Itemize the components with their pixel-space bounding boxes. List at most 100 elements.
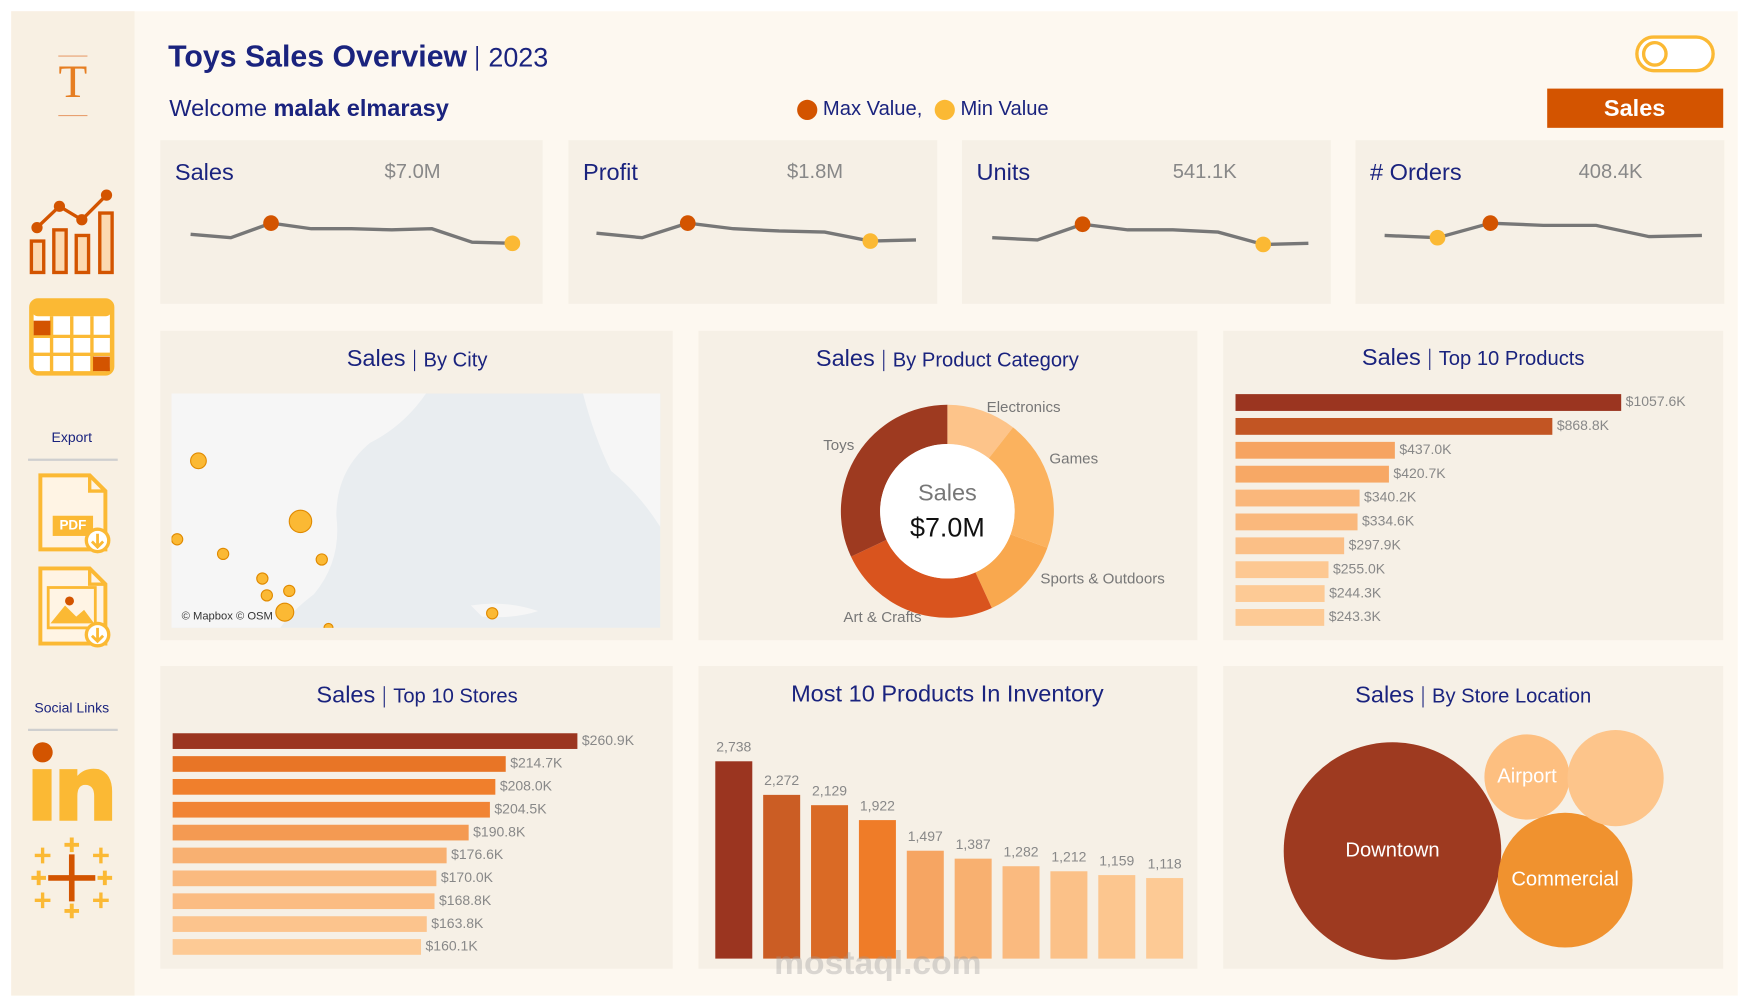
export-image-icon[interactable] [38,566,111,648]
bar-value-label: $297.9K [1349,537,1402,553]
social-label: Social Links [34,699,109,715]
donut-slice [840,404,948,557]
bar-value-label: 1,212 [1051,849,1086,865]
bar [1235,394,1622,411]
min-point [504,235,521,252]
legend-label: Max Value, [823,98,922,120]
city-map[interactable] [171,393,661,633]
kpi-card [1355,140,1725,304]
kpi-value: 541.1K [1173,161,1237,183]
bar [715,761,753,959]
kpi-card [160,140,543,304]
min-point [1429,229,1446,246]
bar-value-label: $244.3K [1329,584,1382,600]
donut-slice [988,427,1054,548]
bar [172,847,447,864]
max-point [679,215,696,231]
bar-value-label: 1,922 [860,797,895,813]
bar [1235,489,1360,507]
donut-hole [880,444,1015,579]
bar [172,916,427,932]
bar-value-label: 2,272 [764,772,799,788]
min-point [862,233,879,249]
bar [858,820,896,959]
bar-value-label: $160.1K [426,938,479,954]
legend: Max Value, Min Value [797,98,1049,120]
bubble [1497,812,1633,948]
bar-value-label: 1,118 [1148,855,1182,871]
bar-value-label: $334.6K [1362,513,1415,529]
max-point [263,215,279,231]
bar [811,805,849,959]
bar-value-label: $868.8K [1557,417,1610,433]
bar [1235,537,1345,555]
bar-value-label: $437.0K [1399,441,1452,457]
bubble-label: Airport [1497,765,1557,787]
sales-button-label[interactable]: Sales [1604,95,1666,121]
tableau-link[interactable] [31,837,113,919]
bar-value-label: $255.0K [1333,560,1386,576]
card-title: Sales [1355,681,1414,707]
bubble-label: Commercial [1511,868,1619,890]
bar-value-label: $1057.6K [1626,393,1687,409]
bar [172,756,506,772]
bar-value-label: $170.0K [441,869,494,885]
slice-label: Games [1049,451,1098,468]
linkedin-link[interactable] [32,742,113,821]
bar [1235,609,1325,626]
bar-value-label: $260.9K [582,732,635,748]
dashboard-title: Toys Sales Overview [168,40,467,73]
bar-value-label: 2,129 [812,782,847,798]
bar [1235,561,1329,579]
user-name: malak elmarasy [273,95,448,121]
bar [172,870,437,887]
bar [1146,878,1184,959]
bubble [1484,734,1570,820]
card-subtitle: By City [424,349,489,371]
bar-value-label: 1,497 [908,828,943,844]
logo: T [58,56,87,108]
sales-icon[interactable] [29,189,114,275]
max-point [1074,216,1091,233]
bar-value-label: 2,738 [716,739,751,755]
bar [906,850,944,959]
min-point [1255,236,1272,253]
bar-value-label: $420.7K [1393,465,1446,481]
bar-value-label: $204.5K [494,800,547,816]
calendar-icon[interactable] [29,298,115,376]
pdf-icon-label: PDF [59,517,86,532]
map-attribution: © Mapbox © OSM [182,611,273,623]
toggle-switch[interactable] [1635,35,1715,73]
export-pdf-icon[interactable] [38,473,111,554]
card-title: Sales [1362,344,1421,370]
bar [1235,585,1325,602]
bar-value-label: $208.0K [500,778,553,794]
bar [1235,465,1389,483]
bar-value-label: $190.8K [473,823,526,839]
bar [1098,875,1136,959]
welcome-word: Welcome [169,95,267,121]
card-subtitle: By Product Category [893,349,1080,371]
legend-marker [797,99,818,120]
bar-value-label: $163.8K [431,915,484,931]
bar-value-label: $340.2K [1364,489,1417,505]
bar [172,893,435,910]
sales-button[interactable] [1547,88,1724,128]
bar [1002,866,1040,959]
bar-value-label: $168.8K [439,892,492,908]
bar [1235,513,1358,531]
sparkline [190,221,513,245]
kpi-value: $7.0M [385,161,441,183]
donut-slice [851,539,992,618]
export-label: Export [52,429,93,445]
donut-slice [975,534,1048,609]
bar [1235,441,1395,459]
bar [763,794,801,959]
donut-slice [947,404,1014,459]
legend-label: Min Value [960,98,1048,120]
bar [172,779,496,795]
card-subtitle: Top 10 Stores [393,686,517,708]
bubble [1567,730,1664,827]
